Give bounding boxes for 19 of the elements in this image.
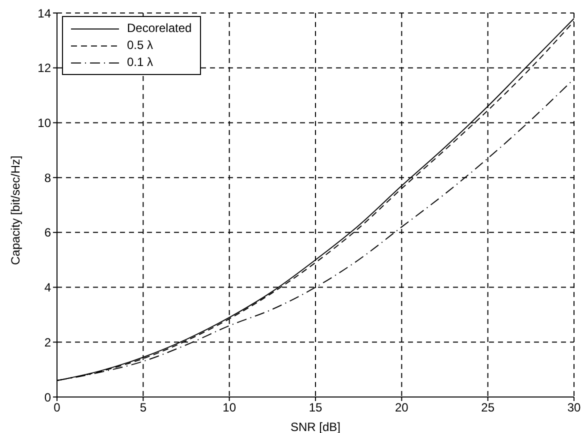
y-tick-label: 12: [38, 61, 52, 76]
legend-label: Decorelated: [127, 20, 192, 37]
y-axis-title: Capacity [bit/sec/Hz]: [8, 156, 22, 265]
y-tick-label: 8: [44, 170, 52, 185]
y-tick-label: 10: [38, 116, 52, 130]
x-tick-label: 10: [222, 400, 236, 415]
x-tick-label: 30: [567, 400, 581, 415]
y-tick-label: 4: [44, 280, 52, 295]
x-tick-label: 20: [394, 400, 409, 415]
x-tick-label: 0: [54, 400, 61, 415]
y-tick-label: 0: [44, 390, 52, 404]
legend-label: 0.1 λ: [127, 54, 154, 71]
y-tick-label: 6: [44, 226, 52, 240]
x-tick-label: 15: [308, 400, 322, 415]
y-tick-label: 14: [38, 6, 52, 20]
x-tick-label: 5: [140, 400, 147, 415]
x-tick-label: 25: [481, 400, 495, 415]
legend-label: 0.5 λ: [127, 37, 154, 54]
y-tick-label: 2: [44, 335, 52, 350]
